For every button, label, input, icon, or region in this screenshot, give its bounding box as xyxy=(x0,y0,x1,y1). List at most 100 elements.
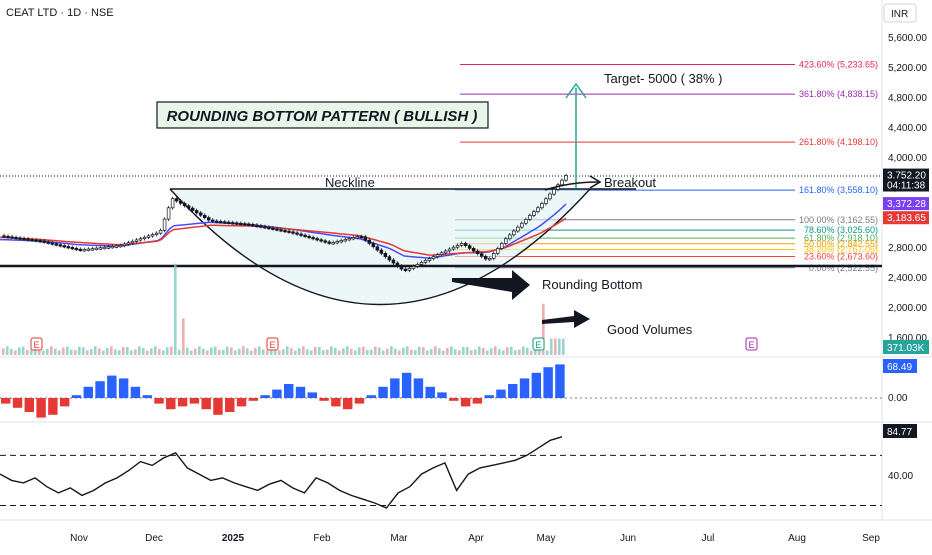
candle[interactable] xyxy=(263,226,267,229)
candle[interactable] xyxy=(275,228,279,231)
candle[interactable] xyxy=(363,236,368,241)
candle[interactable] xyxy=(516,226,520,232)
candle[interactable] xyxy=(355,236,360,239)
candle[interactable] xyxy=(439,252,444,256)
candle[interactable] xyxy=(34,239,38,242)
candle[interactable] xyxy=(146,235,151,238)
candle[interactable] xyxy=(391,259,396,264)
candle[interactable] xyxy=(142,236,147,240)
candle[interactable] xyxy=(504,238,508,244)
candle[interactable] xyxy=(18,237,22,240)
candle[interactable] xyxy=(540,203,544,209)
candle[interactable] xyxy=(38,240,42,243)
candle[interactable] xyxy=(339,240,343,243)
candle[interactable] xyxy=(211,219,215,222)
candle[interactable] xyxy=(186,205,191,209)
candle[interactable] xyxy=(335,241,339,244)
candle[interactable] xyxy=(178,200,183,204)
earnings-marker[interactable]: E xyxy=(30,337,43,351)
candle[interactable] xyxy=(150,234,155,237)
candle[interactable] xyxy=(2,235,6,238)
candle[interactable] xyxy=(475,250,480,255)
candle[interactable] xyxy=(459,243,464,246)
candle[interactable] xyxy=(154,232,159,236)
candle[interactable] xyxy=(82,249,87,252)
rsi-line[interactable] xyxy=(0,436,563,509)
candle[interactable] xyxy=(255,224,259,227)
candle[interactable] xyxy=(403,268,408,271)
candle[interactable] xyxy=(130,240,135,244)
candle[interactable] xyxy=(267,226,271,230)
candle[interactable] xyxy=(463,243,468,247)
earnings-marker[interactable]: E xyxy=(266,337,279,351)
candle[interactable] xyxy=(411,266,416,269)
candle[interactable] xyxy=(106,246,111,249)
candle[interactable] xyxy=(22,238,26,241)
candle[interactable] xyxy=(423,260,428,263)
candle[interactable] xyxy=(496,248,500,254)
candle[interactable] xyxy=(447,248,452,252)
candle[interactable] xyxy=(162,218,167,231)
candle[interactable] xyxy=(78,248,83,252)
candle[interactable] xyxy=(239,222,243,226)
candle[interactable] xyxy=(46,241,50,244)
candle[interactable] xyxy=(231,222,235,225)
candle[interactable] xyxy=(283,229,287,233)
candle[interactable] xyxy=(166,207,171,220)
pattern-title-box[interactable] xyxy=(156,101,489,129)
candle[interactable] xyxy=(182,203,187,207)
candle[interactable] xyxy=(170,198,175,209)
candle[interactable] xyxy=(90,248,95,251)
candle[interactable] xyxy=(419,262,424,265)
candle[interactable] xyxy=(347,238,351,241)
candle[interactable] xyxy=(114,245,119,248)
candle[interactable] xyxy=(520,222,524,228)
candle[interactable] xyxy=(134,239,139,242)
candle[interactable] xyxy=(323,240,327,243)
candle[interactable] xyxy=(215,220,219,223)
candle[interactable] xyxy=(243,223,247,226)
candle[interactable] xyxy=(194,210,199,214)
candle[interactable] xyxy=(524,219,528,224)
candle[interactable] xyxy=(50,242,54,245)
candle[interactable] xyxy=(30,239,34,242)
candle[interactable] xyxy=(548,193,552,200)
candle[interactable] xyxy=(536,207,540,212)
candle[interactable] xyxy=(198,212,203,216)
candle[interactable] xyxy=(42,240,46,243)
candle[interactable] xyxy=(219,221,223,224)
candle[interactable] xyxy=(367,239,372,244)
candle[interactable] xyxy=(295,232,299,235)
candle[interactable] xyxy=(102,246,107,250)
candle[interactable] xyxy=(399,265,404,270)
candle[interactable] xyxy=(291,231,295,234)
candle[interactable] xyxy=(343,239,347,242)
candle[interactable] xyxy=(552,189,556,195)
candle[interactable] xyxy=(359,236,364,239)
candle[interactable] xyxy=(383,253,388,258)
candle[interactable] xyxy=(443,250,448,254)
candle[interactable] xyxy=(487,258,492,261)
candle[interactable] xyxy=(427,258,432,261)
candle[interactable] xyxy=(307,235,311,239)
candle[interactable] xyxy=(6,235,10,239)
candle[interactable] xyxy=(223,221,227,224)
candle[interactable] xyxy=(455,244,460,248)
candle[interactable] xyxy=(206,217,211,221)
currency-button[interactable] xyxy=(883,3,917,23)
candle[interactable] xyxy=(500,243,504,249)
candle[interactable] xyxy=(10,236,14,239)
rounding-bottom-curve[interactable] xyxy=(169,188,591,306)
candle[interactable] xyxy=(279,229,283,232)
candle[interactable] xyxy=(508,234,512,240)
candle[interactable] xyxy=(479,253,484,257)
candle[interactable] xyxy=(544,198,548,204)
candle[interactable] xyxy=(407,267,412,271)
candle[interactable] xyxy=(435,254,440,257)
candle[interactable] xyxy=(235,222,239,225)
candle[interactable] xyxy=(327,241,331,244)
candle[interactable] xyxy=(158,230,163,234)
candle[interactable] xyxy=(190,207,195,211)
candle[interactable] xyxy=(564,175,568,181)
moving-average-line[interactable] xyxy=(0,217,567,256)
